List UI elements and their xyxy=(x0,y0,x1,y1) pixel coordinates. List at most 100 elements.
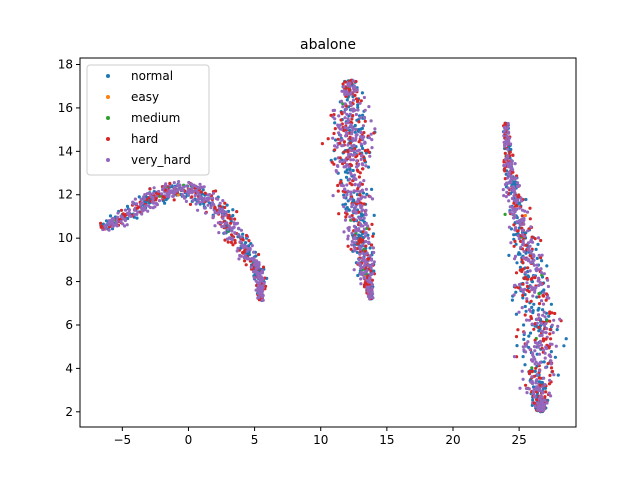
point-very_hard xyxy=(520,369,524,373)
point-very_hard xyxy=(146,209,150,213)
point-very_hard xyxy=(145,192,149,196)
point-hard xyxy=(372,131,376,135)
point-very_hard xyxy=(517,282,522,287)
point-very_hard xyxy=(337,131,341,135)
y-tick-label: 2 xyxy=(65,405,73,419)
point-very_hard xyxy=(359,131,363,135)
point-normal xyxy=(531,398,535,402)
point-very_hard xyxy=(335,145,339,149)
point-very_hard xyxy=(353,152,357,156)
point-very_hard xyxy=(142,197,147,201)
point-very_hard xyxy=(516,234,520,238)
point-very_hard xyxy=(164,182,168,186)
point-very_hard xyxy=(353,138,357,142)
point-hard xyxy=(359,99,363,103)
point-hard xyxy=(320,142,324,146)
point-very_hard xyxy=(524,257,528,261)
point-very_hard xyxy=(507,225,511,229)
point-very_hard xyxy=(362,179,366,183)
point-very_hard xyxy=(368,273,373,277)
point-normal xyxy=(137,195,141,199)
point-hard xyxy=(338,141,342,145)
point-hard xyxy=(247,239,251,243)
point-very_hard xyxy=(224,210,228,214)
point-normal xyxy=(135,216,139,220)
point-hard xyxy=(503,151,507,155)
point-very_hard xyxy=(347,153,351,157)
point-very_hard xyxy=(241,243,245,247)
point-very_hard xyxy=(348,148,352,152)
point-hard xyxy=(357,175,361,179)
point-normal xyxy=(368,246,372,250)
point-very_hard xyxy=(198,182,202,186)
point-very_hard xyxy=(520,228,525,232)
point-normal xyxy=(343,202,348,206)
point-normal xyxy=(512,233,516,237)
point-very_hard xyxy=(148,205,152,210)
point-hard xyxy=(348,162,352,166)
point-normal xyxy=(549,302,554,306)
point-very_hard xyxy=(369,132,373,136)
point-hard xyxy=(511,170,515,174)
point-normal xyxy=(504,172,508,176)
point-normal xyxy=(555,328,559,332)
point-very_hard xyxy=(359,197,363,201)
point-hard xyxy=(553,311,557,316)
point-very_hard xyxy=(331,136,335,140)
point-very_hard xyxy=(362,95,366,100)
point-very_hard xyxy=(347,165,351,169)
point-very_hard xyxy=(505,162,510,166)
point-normal xyxy=(524,231,528,235)
point-very_hard xyxy=(333,144,337,148)
point-hard xyxy=(355,168,359,172)
point-very_hard xyxy=(543,315,547,319)
point-hard xyxy=(532,327,536,331)
point-very_hard xyxy=(356,197,360,201)
point-normal xyxy=(366,233,370,237)
legend-marker-hard xyxy=(106,137,110,141)
point-hard xyxy=(512,223,516,227)
point-very_hard xyxy=(368,277,372,281)
point-normal xyxy=(359,234,363,238)
point-very_hard xyxy=(544,365,548,370)
point-very_hard xyxy=(526,241,531,245)
point-very_hard xyxy=(169,191,173,195)
point-very_hard xyxy=(348,215,352,219)
point-very_hard xyxy=(211,214,216,218)
legend-label-very_hard: very_hard xyxy=(131,153,191,167)
point-very_hard xyxy=(368,254,372,258)
point-very_hard xyxy=(507,136,511,140)
point-very_hard xyxy=(366,294,370,298)
point-very_hard xyxy=(506,186,510,190)
point-very_hard xyxy=(350,130,354,134)
point-very_hard xyxy=(512,293,516,297)
point-very_hard xyxy=(161,187,165,191)
point-very_hard xyxy=(359,217,363,221)
point-hard xyxy=(363,158,367,163)
point-very_hard xyxy=(517,310,521,314)
point-normal xyxy=(104,219,109,223)
point-very_hard xyxy=(368,195,372,199)
point-very_hard xyxy=(226,227,230,231)
point-very_hard xyxy=(345,193,349,197)
point-very_hard xyxy=(532,390,536,394)
point-very_hard xyxy=(345,132,349,136)
point-normal xyxy=(535,256,539,260)
point-very_hard xyxy=(236,246,240,250)
point-very_hard xyxy=(123,217,127,221)
point-normal xyxy=(361,113,365,117)
point-very_hard xyxy=(543,403,547,407)
point-very_hard xyxy=(515,184,520,188)
point-very_hard xyxy=(542,348,546,352)
point-very_hard xyxy=(354,211,358,215)
point-very_hard xyxy=(127,210,131,215)
point-very_hard xyxy=(545,296,549,300)
point-very_hard xyxy=(543,356,547,360)
point-hard xyxy=(223,238,227,242)
point-normal xyxy=(549,350,554,354)
point-very_hard xyxy=(506,147,510,151)
point-very_hard xyxy=(538,340,543,344)
point-very_hard xyxy=(342,85,346,89)
point-very_hard xyxy=(357,245,361,249)
point-hard xyxy=(230,233,234,237)
